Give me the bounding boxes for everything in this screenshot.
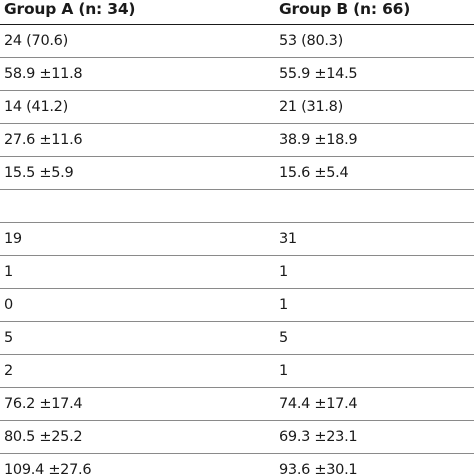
table-row: 1 1 [0, 255, 474, 289]
cell-group-a: 58.9 ±11.8 [0, 57, 275, 91]
table-row: 19 31 [0, 222, 474, 256]
table-row: 76.2 ±17.4 74.4 ±17.4 [0, 387, 474, 421]
header-group-a: Group A (n: 34) [0, 0, 275, 25]
cell-group-a: 27.6 ±11.6 [0, 123, 275, 157]
cell-group-a: 24 (70.6) [0, 24, 275, 58]
header-row: Group A (n: 34) Group B (n: 66) [0, 0, 474, 25]
table-row: 80.5 ±25.2 69.3 ±23.1 [0, 420, 474, 454]
table-row-empty [0, 189, 474, 223]
cell-group-b: 69.3 ±23.1 [275, 420, 474, 454]
cell-group-b: 74.4 ±17.4 [275, 387, 474, 421]
cell-group-b: 15.6 ±5.4 [275, 156, 474, 190]
cell-group-a [0, 189, 275, 223]
table-row: 109.4 ±27.6 93.6 ±30.1 [0, 453, 474, 474]
cell-group-a: 76.2 ±17.4 [0, 387, 275, 421]
cell-group-a: 1 [0, 255, 275, 289]
table-row: 0 1 [0, 288, 474, 322]
cell-group-b: 1 [275, 354, 474, 388]
cell-group-a: 0 [0, 288, 275, 322]
table-row: 14 (41.2) 21 (31.8) [0, 90, 474, 124]
cell-group-a: 109.4 ±27.6 [0, 453, 275, 474]
cell-group-b: 53 (80.3) [275, 24, 474, 58]
cell-group-a: 15.5 ±5.9 [0, 156, 275, 190]
cell-group-b: 38.9 ±18.9 [275, 123, 474, 157]
table-row: 58.9 ±11.8 55.9 ±14.5 [0, 57, 474, 91]
cell-group-b [275, 189, 474, 223]
cell-group-a: 80.5 ±25.2 [0, 420, 275, 454]
header-group-b: Group B (n: 66) [275, 0, 474, 25]
cell-group-a: 5 [0, 321, 275, 355]
cell-group-b: 55.9 ±14.5 [275, 57, 474, 91]
table-row: 27.6 ±11.6 38.9 ±18.9 [0, 123, 474, 157]
cell-group-a: 2 [0, 354, 275, 388]
cell-group-a: 19 [0, 222, 275, 256]
cell-group-b: 1 [275, 255, 474, 289]
cell-group-b: 93.6 ±30.1 [275, 453, 474, 474]
table-row: 5 5 [0, 321, 474, 355]
table-row: 24 (70.6) 53 (80.3) [0, 24, 474, 58]
table-row: 15.5 ±5.9 15.6 ±5.4 [0, 156, 474, 190]
cell-group-a: 14 (41.2) [0, 90, 275, 124]
table-row: 2 1 [0, 354, 474, 388]
cell-group-b: 5 [275, 321, 474, 355]
cell-group-b: 1 [275, 288, 474, 322]
cell-group-b: 31 [275, 222, 474, 256]
cell-group-b: 21 (31.8) [275, 90, 474, 124]
